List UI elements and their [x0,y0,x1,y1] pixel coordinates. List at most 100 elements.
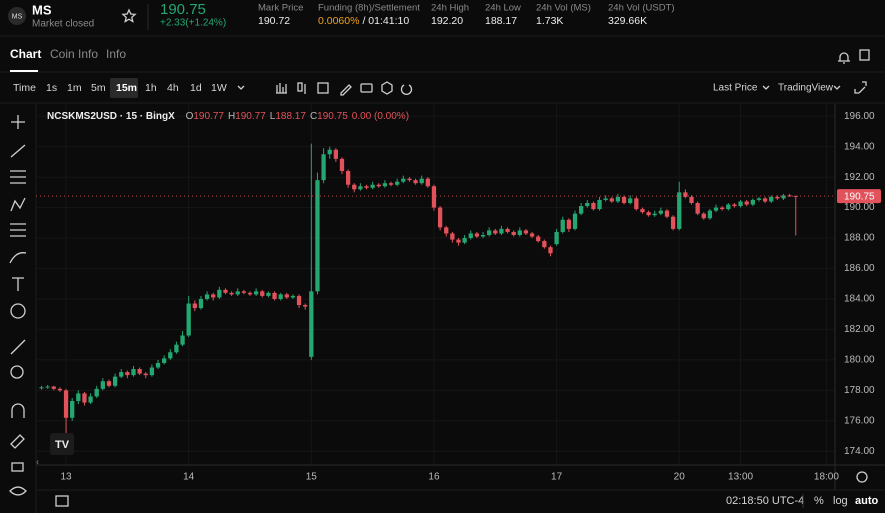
symbol-icon-text: MS [12,13,23,20]
price-type[interactable]: Last Price [713,83,758,94]
scale-button[interactable]: log [833,495,848,507]
interval-button[interactable]: 4h [167,82,179,94]
tab[interactable]: Info [106,47,126,61]
candle-body [149,367,155,376]
interval-button[interactable]: 1h [145,82,157,94]
last-price-label: 190.75 [844,191,875,202]
scale-button[interactable]: auto [855,495,879,507]
interval-button[interactable]: 15m [116,82,137,94]
toolbar: Time 1s 1m 5m 15m 1h 4h 1d 1W Last Price TradingVi… [13,82,841,94]
refresh-icon[interactable] [400,84,413,95]
candle-body [407,178,412,181]
candle-body [425,178,430,187]
stat-value: 0.0060%/ 01:41:10 [318,15,409,27]
candle-body [683,192,688,197]
candle-body [100,381,105,389]
collapse-arrow[interactable]: ‹ [36,456,39,466]
tab[interactable]: Coin Info [50,47,98,61]
tab[interactable]: Chart [10,47,41,61]
candle-body [333,149,339,159]
scale-button[interactable]: % [814,495,824,507]
zoom-tool[interactable] [10,365,24,379]
chart-engine-caret[interactable] [833,85,841,90]
candle-body [119,372,124,377]
candle-body [468,233,473,239]
template-icon[interactable] [317,82,329,94]
interval-button[interactable]: 1s [46,82,57,94]
ruler-tool[interactable] [10,339,26,355]
interval-more[interactable] [237,85,245,90]
draw-icon[interactable] [340,84,352,96]
axis-settings-icon[interactable] [856,471,868,483]
candle-body [106,381,112,386]
stat-value-text: 192.20 [431,15,463,27]
y-tick-label: 188.00 [844,233,875,244]
candle-body [474,233,480,237]
lock-tool[interactable] [11,462,24,472]
candle-body [413,180,418,184]
text-tool[interactable] [12,277,24,291]
screenshot-icon[interactable] [360,83,373,93]
x-tick-label: 14 [183,472,195,483]
chart-engine[interactable]: TradingView [778,83,834,94]
y-tick-label: 184.00 [844,294,875,305]
date-range-icon[interactable] [55,495,69,507]
trendline-tool[interactable] [10,144,26,158]
panel-icon[interactable] [859,49,870,61]
candle-body [640,209,645,213]
candle-body [88,396,93,403]
interval-button[interactable]: 1d [190,82,202,94]
tradingview-logo-mark: TV [55,439,70,451]
y-tick-label: 194.00 [844,141,875,152]
candle-body [364,186,369,188]
legend-change: 0.00 (0.00%) [352,111,409,122]
price-type-caret[interactable] [762,85,770,90]
active-interval-bg [110,78,138,98]
candle-body [358,186,363,190]
interval-button[interactable]: 1m [67,82,82,94]
candle-body [499,228,504,234]
magnet-tool[interactable] [11,403,25,418]
candle-body [511,231,516,235]
favorite-star[interactable] [121,8,137,23]
pattern-tool[interactable] [10,197,26,212]
visibility-tool[interactable] [9,486,27,496]
fullscreen-icon[interactable] [854,81,867,94]
interval-button[interactable]: Time [13,82,36,94]
candle-body [315,180,320,292]
lock-drawing-tool[interactable] [10,434,25,449]
candle-body [272,292,277,299]
crosshair-tool[interactable] [11,115,25,129]
bell-icon[interactable] [838,52,850,64]
candle-body [517,230,522,235]
candle-body [603,198,608,200]
symbol[interactable]: MS [32,2,52,17]
candle-body [566,219,572,229]
indicator-icon[interactable] [276,83,287,94]
fib-tool[interactable] [10,170,26,184]
candle-body [168,352,173,359]
emoji-tool[interactable] [10,303,26,319]
candle-type-icon[interactable] [297,82,303,92]
tabs: Chart Coin Info Info [10,47,126,61]
y-tick-label: 180.00 [844,355,875,366]
candle-body [82,393,87,403]
settings-icon[interactable] [381,81,393,95]
candle-body [284,294,289,298]
projection-tool[interactable] [10,223,26,237]
candle-body [720,207,725,210]
y-tick-label: 186.00 [844,263,875,274]
y-tick-label: 182.00 [844,324,875,335]
stat-label: 24h Low [485,3,521,14]
interval-button[interactable]: 1W [211,82,227,94]
candle-body [217,289,222,298]
interval-button[interactable]: 5m [91,82,106,94]
symbol-icon [8,7,26,25]
candle-body [211,294,216,298]
candle-body [296,295,302,306]
candle-body [505,228,510,232]
stat-value: 192.20 [431,15,463,27]
candle-body [112,376,118,386]
brush-tool[interactable] [9,252,27,264]
candle-body [155,362,161,368]
